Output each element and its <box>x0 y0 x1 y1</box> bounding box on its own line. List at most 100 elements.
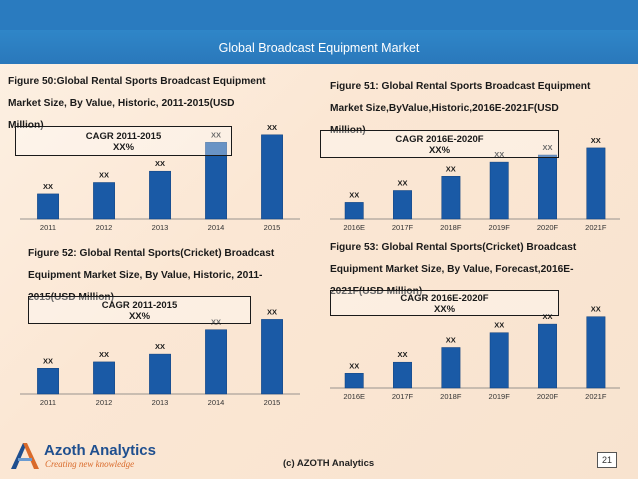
figure-51-title-line-2: Market Size,ByValue,Historic,2016E-2021F… <box>330 103 559 114</box>
figure-51-chart: XX 2016E XX 2017F XX 2018F XX 2019F XX 2020F XX 202… <box>330 136 620 232</box>
data-label-2011: XX <box>43 182 53 191</box>
header-band <box>0 30 638 64</box>
x-tick-2020F: 2020F <box>537 392 559 401</box>
figure-53-title-line-1: Figure 53: Global Rental Sports(Cricket)… <box>330 242 577 253</box>
figure-52-title-line-1: Figure 52: Global Rental Sports(Cricket)… <box>28 248 275 259</box>
bar-2015 <box>261 134 283 220</box>
x-tick-2018F: 2018F <box>440 392 462 401</box>
x-tick-2014: 2014 <box>208 223 225 232</box>
figure-52-cagr-value: XX% <box>128 311 151 322</box>
data-label-2016E: XX <box>349 361 359 370</box>
data-label-2015: XX <box>267 123 277 132</box>
figure-53-title-line-2: Equipment Market Size, By Value, Forecas… <box>330 264 574 275</box>
figure-52-cagr-label: CAGR 2011-2015 <box>101 300 178 311</box>
bar-2013 <box>149 170 171 220</box>
data-label-2021F: XX <box>591 136 601 145</box>
bar-2011 <box>37 368 59 395</box>
copyright-text: (c) AZOTH Analytics <box>283 458 375 469</box>
azoth-logo: Azoth Analytics Creating new knowledge <box>8 438 168 474</box>
data-label-2019F: XX <box>494 321 504 330</box>
figure-50-title-line-2: Market Size, By Value, Historic, 2011-20… <box>8 98 235 109</box>
x-tick-2017F: 2017F <box>392 223 414 232</box>
x-tick-2014: 2014 <box>208 398 225 407</box>
figure-53-title-line-3: 2021F(USD Million) <box>330 286 423 297</box>
bar-2018F <box>441 176 461 220</box>
figure-53-cagr-label: CAGR 2016E-2020F <box>400 293 489 304</box>
figure-51-cagr-value: XX% <box>428 145 451 156</box>
data-label-2019F: XX <box>494 150 504 159</box>
bar-2016E <box>344 373 364 389</box>
x-tick-2016E: 2016E <box>343 223 365 232</box>
figure-51-title-line-1: Figure 51: Global Rental Sports Broadcas… <box>330 81 591 92</box>
bar-2013 <box>149 353 171 395</box>
figure-53-cagr-box: CAGR 2016E-2020F XX% <box>330 290 559 316</box>
x-tick-2011: 2011 <box>40 398 56 407</box>
bar-2018F <box>441 347 461 389</box>
bar-2016E <box>344 202 364 220</box>
bar-2017F <box>393 361 412 389</box>
data-label-2017F: XX <box>397 350 407 359</box>
x-tick-2011: 2011 <box>40 223 56 232</box>
data-label-2016E: XX <box>349 190 359 199</box>
data-label-2014: XX <box>211 130 221 139</box>
bar-2012 <box>93 361 115 395</box>
x-tick-2012: 2012 <box>96 223 113 232</box>
bar-2021F <box>586 147 606 220</box>
data-label-2018F: XX <box>446 336 456 345</box>
figure-50-chart: XX 2011 XX 2012 XX 2013 XX 2014 XX 2015 <box>20 123 300 232</box>
x-tick-2019F: 2019F <box>489 223 511 232</box>
figure-50-title-line-3: Million) <box>8 120 44 131</box>
data-label-2013: XX <box>155 159 165 168</box>
data-label-2013: XX <box>155 342 165 351</box>
x-tick-2012: 2012 <box>96 398 113 407</box>
figure-53-cagr-value: XX% <box>433 304 456 315</box>
data-label-2018F: XX <box>446 164 456 173</box>
figure-52-chart: XX 2011 XX 2012 XX 2013 XX 2014 XX 2015 <box>20 307 300 407</box>
x-tick-2013: 2013 <box>152 398 169 407</box>
bar-2019F <box>489 332 509 389</box>
bar-2019F <box>489 161 509 220</box>
x-tick-2015: 2015 <box>264 398 281 407</box>
data-label-2020F: XX <box>542 143 552 152</box>
header-bar <box>0 0 638 32</box>
bar-2015 <box>261 319 283 395</box>
page-number: 21 <box>597 452 617 468</box>
figure-53-title: Figure 53: Global Rental Sports(Cricket)… <box>330 237 620 303</box>
data-label-2017F: XX <box>397 179 407 188</box>
bar-2020F <box>538 154 557 220</box>
x-tick-2015: 2015 <box>264 223 281 232</box>
bar-2014 <box>205 329 227 395</box>
bar-2021F <box>586 316 606 389</box>
page-title: Global Broadcast Equipment Market <box>218 41 420 55</box>
figure-50-cagr-label: CAGR 2011-2015 <box>85 131 162 142</box>
x-tick-2013: 2013 <box>152 223 169 232</box>
x-tick-2020F: 2020F <box>537 223 559 232</box>
logo-tagline: Creating new knowledge <box>45 459 135 469</box>
figure-51-cagr-label: CAGR 2016E-2020F <box>395 134 484 145</box>
data-label-2020F: XX <box>542 312 552 321</box>
x-tick-2017F: 2017F <box>392 392 414 401</box>
figure-52-title-line-3: 2015(USD Million) <box>28 292 115 303</box>
figure-53-chart: XX 2016E XX 2017F XX 2018F XX 2019F XX 2020F XX 202… <box>330 305 620 401</box>
figure-51-cagr-box: CAGR 2016E-2020F XX% <box>320 130 559 158</box>
data-label-2012: XX <box>99 171 109 180</box>
logo-icon <box>11 443 39 469</box>
data-label-2021F: XX <box>591 305 601 314</box>
bar-2017F <box>393 190 412 220</box>
figure-52-title-line-2: Equipment Market Size, By Value, Histori… <box>28 270 263 281</box>
bar-2012 <box>93 182 115 220</box>
bar-2014 <box>205 142 227 220</box>
data-label-2012: XX <box>99 350 109 359</box>
bar-2020F <box>538 323 557 389</box>
figure-50-title-line-1: Figure 50:Global Rental Sports Broadcast… <box>8 76 266 87</box>
bar-2011 <box>37 193 59 220</box>
x-tick-2021F: 2021F <box>585 223 607 232</box>
data-label-2015: XX <box>267 307 277 316</box>
logo-name: Azoth Analytics <box>44 442 156 459</box>
x-tick-2019F: 2019F <box>489 392 511 401</box>
x-tick-2016E: 2016E <box>343 392 365 401</box>
figure-52-title: Figure 52: Global Rental Sports(Cricket)… <box>28 243 324 309</box>
x-tick-2018F: 2018F <box>440 223 462 232</box>
figure-50-cagr-value: XX% <box>112 142 135 153</box>
x-tick-2021F: 2021F <box>585 392 607 401</box>
